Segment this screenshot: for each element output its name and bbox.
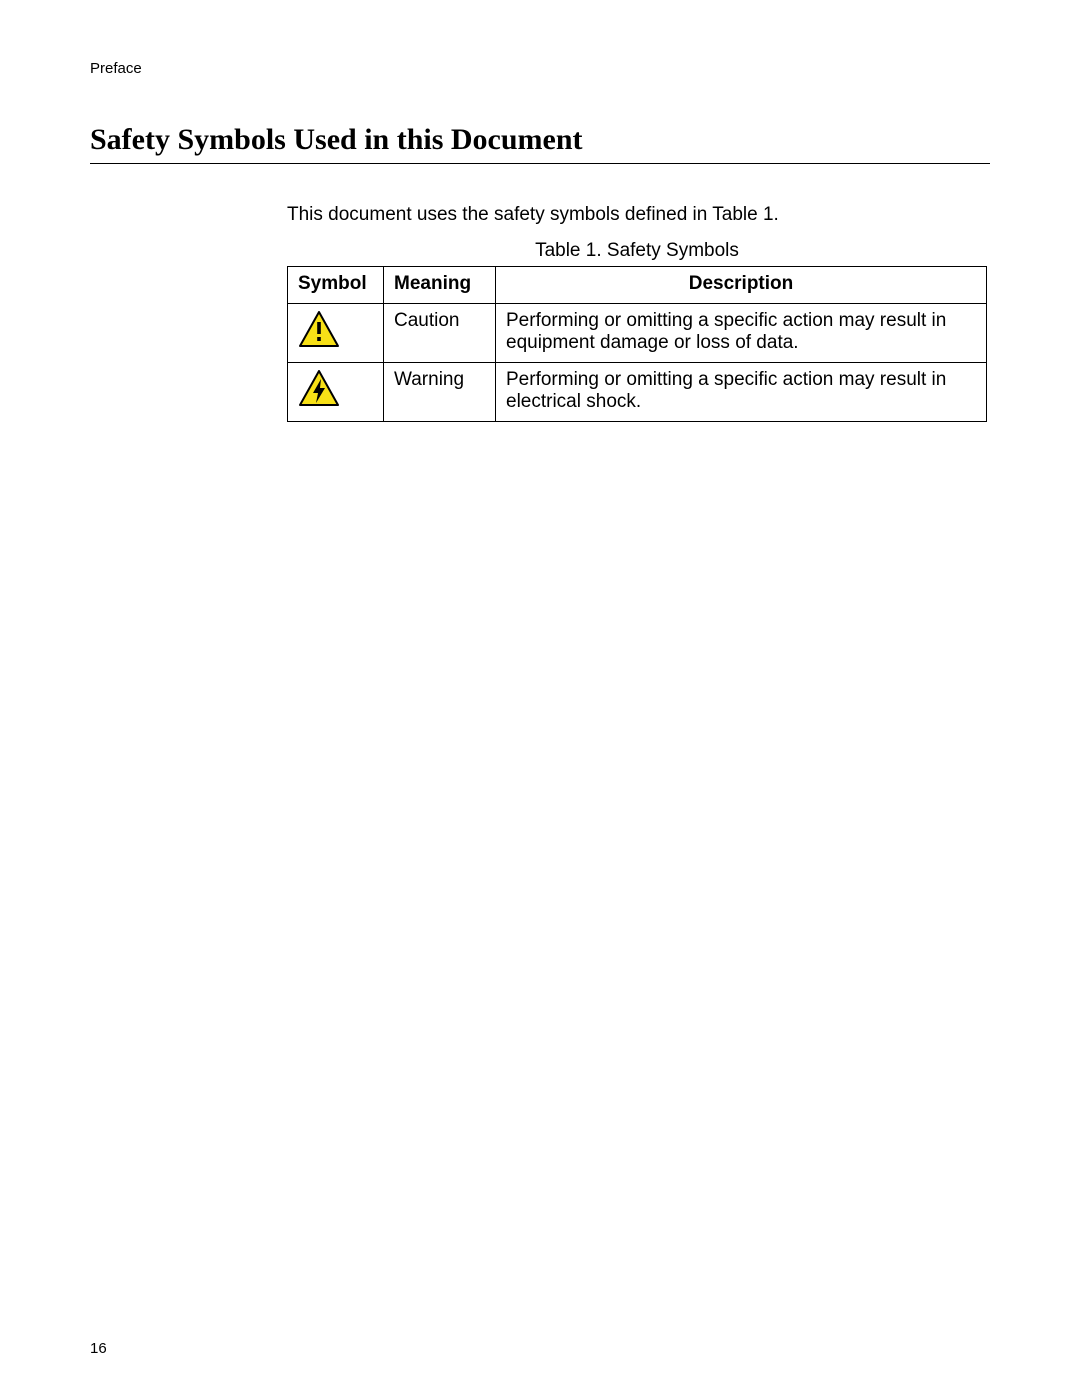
safety-symbols-table: Symbol Meaning Description <box>287 266 987 422</box>
table-caption: Table 1. Safety Symbols <box>287 240 987 262</box>
document-page: Preface Safety Symbols Used in this Docu… <box>0 0 1080 1397</box>
col-header-meaning: Meaning <box>384 267 496 304</box>
description-cell: Performing or omitting a specific action… <box>496 363 987 422</box>
content-block: This document uses the safety symbols de… <box>287 204 987 422</box>
section-title: Safety Symbols Used in this Document <box>90 123 990 164</box>
symbol-cell <box>288 363 384 422</box>
page-header-label: Preface <box>90 60 990 77</box>
col-header-symbol: Symbol <box>288 267 384 304</box>
intro-text: This document uses the safety symbols de… <box>287 204 987 226</box>
warning-triangle-icon <box>298 369 340 413</box>
caution-triangle-icon <box>298 310 340 354</box>
page-number: 16 <box>90 1340 107 1357</box>
table-row: Caution Performing or omitting a specifi… <box>288 304 987 363</box>
table-row: Warning Performing or omitting a specifi… <box>288 363 987 422</box>
table-header-row: Symbol Meaning Description <box>288 267 987 304</box>
symbol-cell <box>288 304 384 363</box>
description-cell: Performing or omitting a specific action… <box>496 304 987 363</box>
meaning-cell: Caution <box>384 304 496 363</box>
meaning-cell: Warning <box>384 363 496 422</box>
col-header-description: Description <box>496 267 987 304</box>
